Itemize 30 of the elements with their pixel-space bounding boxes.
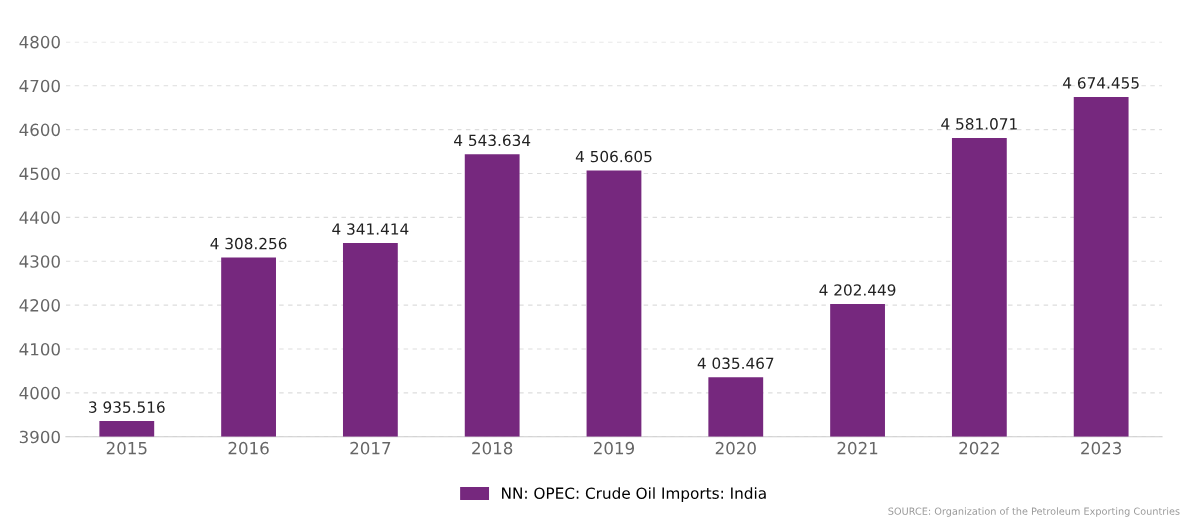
data-label: 4 506.605: [575, 150, 652, 163]
x-tick-label: 2016: [228, 441, 269, 455]
data-label: 4 202.449: [819, 284, 896, 296]
data-label: 4 341.414: [332, 223, 409, 235]
x-tick-label: 2018: [472, 441, 513, 455]
data-label: 4 035.467: [697, 357, 774, 370]
y-tick-label: 4200: [19, 299, 60, 312]
y-tick-label: 4400: [19, 211, 60, 224]
y-tick-label: 3900: [19, 430, 60, 444]
data-label: 3 935.516: [89, 401, 165, 413]
source-note: SOURCE: Organization of the Petroleum Exporting Countries: [888, 507, 1180, 517]
y-tick-label: 4500: [19, 167, 60, 181]
y-tick-label: 4800: [19, 35, 60, 49]
x-tick-label: 2015: [106, 441, 147, 455]
y-tick-label: 4700: [19, 79, 60, 93]
x-tick-label: 2019: [593, 441, 635, 455]
y-tick-label: 4000: [19, 386, 60, 400]
y-tick-label: 4100: [19, 342, 60, 356]
data-label: 4 674.455: [1063, 77, 1139, 89]
x-tick-label: 2017: [350, 441, 391, 455]
data-label: 4 308.256: [210, 237, 287, 250]
y-tick-label: 4300: [19, 255, 60, 268]
x-tick-label: 2022: [959, 441, 999, 455]
x-tick-label: 2021: [837, 441, 878, 455]
data-label: 4 543.634: [454, 134, 531, 147]
legend-label: NN: OPEC: Crude Oil Imports: India: [502, 487, 766, 502]
data-label: 4 581.071: [941, 118, 1017, 130]
x-tick-label: 2023: [1081, 441, 1122, 455]
y-tick-label: 4600: [19, 123, 60, 137]
x-tick-label: 2020: [715, 441, 756, 455]
